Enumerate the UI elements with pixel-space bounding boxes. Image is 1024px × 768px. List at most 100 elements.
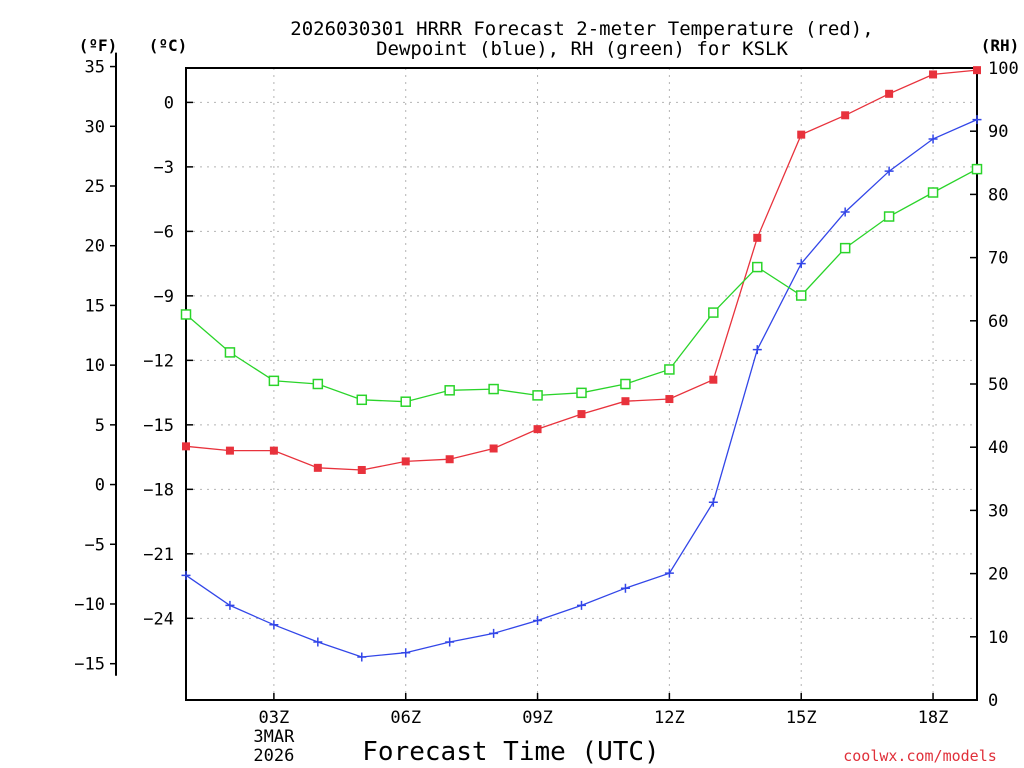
temperature-point xyxy=(445,455,454,464)
temperature-point xyxy=(973,66,981,75)
dewpoint-point xyxy=(577,600,586,610)
rh-tick-label: 30 xyxy=(988,501,1008,521)
fahrenheit-tick-label: 0 xyxy=(95,476,105,496)
rh-point xyxy=(752,261,763,273)
dewpoint-point xyxy=(269,620,279,630)
series-temperature xyxy=(182,66,981,474)
rh-point xyxy=(488,383,499,395)
fahrenheit-tick-label: 10 xyxy=(85,356,105,376)
x-tick-label: 09Z xyxy=(522,708,553,728)
rh-point xyxy=(576,387,587,399)
temperature-point xyxy=(885,89,894,98)
rh-point xyxy=(180,309,192,320)
temperature-point xyxy=(621,397,630,406)
dewpoint-point xyxy=(708,497,718,507)
dewpoint-point xyxy=(357,652,367,662)
rh-point xyxy=(795,290,807,301)
rh-tick-label: 90 xyxy=(988,122,1008,142)
x-tick-label: 06Z xyxy=(390,708,421,728)
x-tick-year: 2026 xyxy=(253,746,294,766)
celsius-tick-label: −9 xyxy=(154,287,174,307)
rh-point xyxy=(444,385,455,396)
dewpoint-point xyxy=(181,570,191,580)
rh-point xyxy=(927,187,939,198)
dewpoint-point xyxy=(313,637,323,647)
temperature-point xyxy=(313,463,322,472)
rh-point xyxy=(268,375,280,387)
x-tick-date: 3MAR xyxy=(253,727,295,747)
data-series xyxy=(180,66,983,662)
temperature-point xyxy=(929,70,938,79)
temperature-point xyxy=(225,446,234,455)
rh-point xyxy=(224,347,236,358)
rh-tick-label: 10 xyxy=(988,628,1008,648)
celsius-tick-label: −24 xyxy=(143,609,174,629)
rh-point xyxy=(312,378,324,390)
fahrenheit-tick-label: 5 xyxy=(95,416,105,436)
temperature-line xyxy=(185,69,978,471)
temperature-point xyxy=(753,233,762,242)
temperature-point xyxy=(841,111,850,120)
temperature-point xyxy=(533,425,542,434)
fahrenheit-tick-label: 15 xyxy=(85,296,105,316)
rh-point xyxy=(356,394,368,406)
x-tick-label: 12Z xyxy=(654,708,685,728)
fahrenheit-tick-label: 25 xyxy=(85,177,105,197)
x-tick-label: 03Z xyxy=(259,708,290,728)
fahrenheit-unit-label: (ºF) xyxy=(79,36,118,55)
celsius-tick-label: −3 xyxy=(154,158,174,178)
series-dewpoint xyxy=(181,115,982,662)
dewpoint-point xyxy=(620,583,630,593)
rh-tick-label: 70 xyxy=(988,249,1008,269)
rh-tick-label: 100 xyxy=(988,59,1019,79)
rh-point xyxy=(883,211,895,222)
dewpoint-point xyxy=(972,115,982,125)
rh-point xyxy=(708,307,719,318)
rh-tick-label: 80 xyxy=(988,185,1008,205)
series-rh xyxy=(180,163,983,407)
dewpoint-point xyxy=(445,637,455,647)
temperature-point xyxy=(357,465,366,474)
rh-line xyxy=(185,168,978,403)
celsius-tick-label: 0 xyxy=(164,93,174,113)
celsius-tick-label: −6 xyxy=(154,222,174,242)
rh-point xyxy=(664,364,675,375)
rh-tick-label: 0 xyxy=(988,691,998,711)
rh-tick-label: 20 xyxy=(988,565,1008,585)
fahrenheit-tick-label: 35 xyxy=(85,58,105,78)
celsius-unit-label: (ºC) xyxy=(149,36,188,55)
chart-subtitle: Dewpoint (blue), RH (green) for KSLK xyxy=(376,38,788,60)
x-tick-label: 18Z xyxy=(918,708,949,728)
celsius-tick-label: −15 xyxy=(143,416,174,436)
credit-text: coolwx.com/models xyxy=(843,747,997,765)
dewpoint-point xyxy=(401,648,411,658)
dewpoint-point xyxy=(533,615,543,625)
dewpoint-point xyxy=(489,628,499,638)
rh-point xyxy=(620,378,631,390)
chart-title: 2026030301 HRRR Forecast 2-meter Tempera… xyxy=(290,18,873,40)
dewpoint-point xyxy=(884,166,894,176)
temperature-point xyxy=(401,457,410,466)
temperature-point xyxy=(797,130,806,139)
temperature-point xyxy=(182,442,190,451)
rh-tick-label: 40 xyxy=(988,438,1008,458)
fahrenheit-tick-label: −5 xyxy=(85,535,105,555)
axes xyxy=(110,52,978,701)
tick-labels: 35302520151050−5−10−150−3−6−9−12−15−18−2… xyxy=(74,58,1018,766)
dewpoint-point xyxy=(664,568,674,578)
fahrenheit-tick-label: 30 xyxy=(85,117,105,137)
celsius-tick-label: −21 xyxy=(143,545,174,565)
celsius-tick-label: −18 xyxy=(143,480,174,500)
rh-tick-label: 50 xyxy=(988,375,1008,395)
celsius-tick-label: −12 xyxy=(143,351,174,371)
dewpoint-point xyxy=(796,259,806,269)
fahrenheit-tick-label: −15 xyxy=(74,655,105,675)
temperature-point xyxy=(269,446,278,455)
rh-tick-label: 60 xyxy=(988,312,1008,332)
dewpoint-point xyxy=(752,345,762,355)
temperature-point xyxy=(577,410,586,419)
temperature-point xyxy=(489,444,498,453)
temperature-point xyxy=(665,395,674,404)
fahrenheit-tick-label: −10 xyxy=(74,595,105,615)
